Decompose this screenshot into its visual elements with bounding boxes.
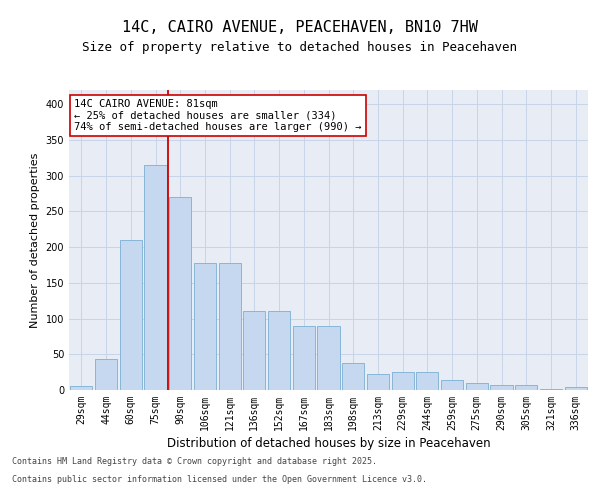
Bar [145, 165, 167, 390]
Text: Size of property relative to detached houses in Peacehaven: Size of property relative to detached ho… [83, 41, 517, 54]
Bar [169, 197, 191, 390]
Bar [565, 387, 587, 390]
Bar [317, 326, 340, 390]
Bar [243, 312, 265, 390]
Bar [218, 263, 241, 390]
Bar [416, 372, 439, 390]
Bar [441, 380, 463, 390]
Bar [490, 385, 512, 390]
Text: 14C CAIRO AVENUE: 81sqm
← 25% of detached houses are smaller (334)
74% of semi-d: 14C CAIRO AVENUE: 81sqm ← 25% of detache… [74, 99, 362, 132]
Bar [194, 263, 216, 390]
Bar [342, 363, 364, 390]
Text: Contains public sector information licensed under the Open Government Licence v3: Contains public sector information licen… [12, 475, 427, 484]
Bar [540, 388, 562, 390]
Bar [293, 326, 315, 390]
Text: 14C, CAIRO AVENUE, PEACEHAVEN, BN10 7HW: 14C, CAIRO AVENUE, PEACEHAVEN, BN10 7HW [122, 20, 478, 35]
Bar [95, 360, 117, 390]
Bar [466, 383, 488, 390]
Text: Contains HM Land Registry data © Crown copyright and database right 2025.: Contains HM Land Registry data © Crown c… [12, 458, 377, 466]
Bar [367, 374, 389, 390]
X-axis label: Distribution of detached houses by size in Peacehaven: Distribution of detached houses by size … [167, 437, 490, 450]
Y-axis label: Number of detached properties: Number of detached properties [30, 152, 40, 328]
Bar [70, 386, 92, 390]
Bar [268, 312, 290, 390]
Bar [119, 240, 142, 390]
Bar [515, 385, 538, 390]
Bar [392, 372, 414, 390]
